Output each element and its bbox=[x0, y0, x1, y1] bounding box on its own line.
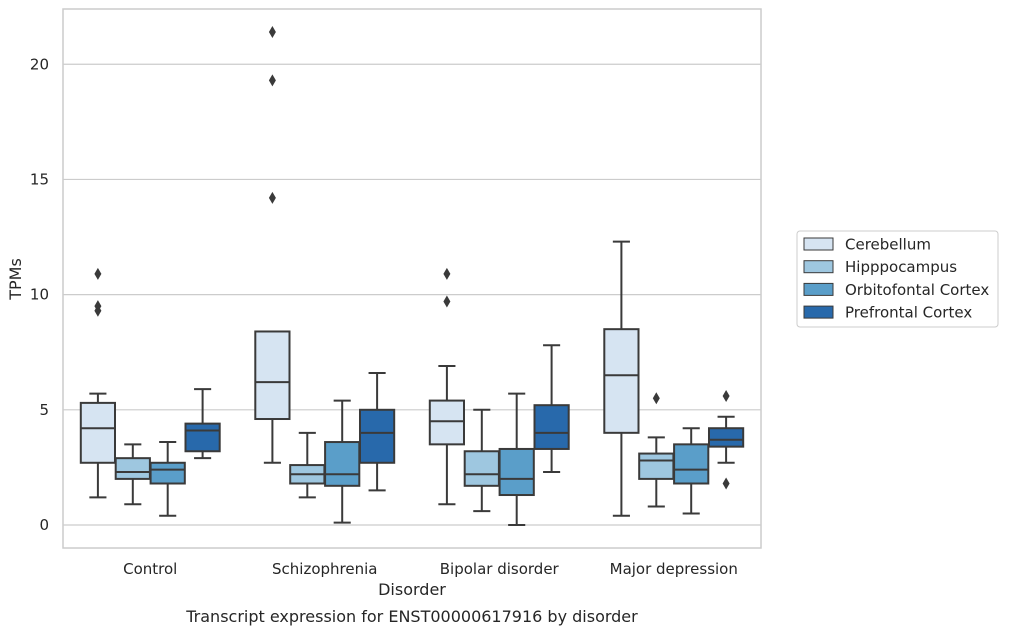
box-plot bbox=[114, 443, 151, 506]
x-tick-labels: Control Schizophrenia Bipolar disorder Majo… bbox=[123, 560, 738, 578]
box-iqr bbox=[149, 461, 186, 485]
box-plot bbox=[707, 389, 745, 490]
outlier-point bbox=[268, 74, 276, 87]
box-plot bbox=[498, 392, 535, 526]
legend-frame bbox=[796, 230, 999, 328]
box-plot bbox=[324, 399, 361, 524]
x-axis-label: Disorder bbox=[378, 580, 446, 599]
box-plot bbox=[289, 431, 326, 499]
box-iqr bbox=[533, 404, 570, 450]
box-iqr bbox=[463, 450, 500, 487]
gridlines bbox=[63, 63, 761, 526]
box-iqr bbox=[673, 443, 710, 485]
y-tick-label: 0 bbox=[39, 516, 49, 534]
outlier-point bbox=[722, 477, 730, 490]
y-tick-labels: 0 5 10 15 20 bbox=[30, 55, 49, 534]
box-plot bbox=[149, 441, 186, 517]
y-tick-label: 10 bbox=[30, 286, 49, 304]
box-plot bbox=[673, 427, 710, 515]
legend-label: Cerebellum bbox=[845, 236, 931, 254]
box-plot bbox=[428, 267, 466, 506]
y-tick-label: 20 bbox=[30, 55, 49, 73]
box-iqr bbox=[254, 330, 291, 421]
box-iqr bbox=[498, 447, 535, 497]
box-plot bbox=[638, 392, 675, 508]
legend-label: Hipppocampus bbox=[845, 258, 957, 276]
outlier-point bbox=[443, 295, 451, 308]
box-plot bbox=[358, 371, 396, 492]
box-iqr bbox=[184, 422, 221, 453]
box-plot bbox=[603, 240, 640, 517]
outlier-point bbox=[268, 191, 276, 204]
y-tick-label: 15 bbox=[30, 170, 49, 188]
x-tick-label: Bipolar disorder bbox=[440, 560, 560, 578]
box-plot bbox=[533, 344, 570, 473]
box-plot bbox=[254, 26, 291, 464]
x-tick-label: Major depression bbox=[610, 560, 738, 578]
box-iqr bbox=[324, 441, 361, 487]
outlier-point bbox=[722, 389, 730, 402]
box-plot bbox=[463, 408, 500, 513]
legend-label: Prefrontal Cortex bbox=[845, 304, 972, 322]
box-iqr bbox=[358, 408, 396, 464]
box-iqr bbox=[79, 401, 117, 464]
box-iqr bbox=[603, 328, 640, 434]
legend-swatch bbox=[803, 305, 834, 319]
legend: Cerebellum Hipppocampus Orbitofontal Corte… bbox=[796, 230, 999, 328]
outlier-point bbox=[94, 304, 102, 317]
y-tick-label: 5 bbox=[39, 401, 49, 419]
box-iqr bbox=[114, 457, 151, 480]
legend-label: Orbitofontal Cortex bbox=[845, 281, 989, 299]
box-plot bbox=[184, 388, 221, 460]
box-iqr bbox=[707, 427, 745, 448]
outlier-point bbox=[443, 267, 451, 280]
box-iqr bbox=[428, 399, 466, 446]
legend-swatch bbox=[803, 237, 834, 251]
plot-frame bbox=[62, 8, 762, 549]
chart-caption: Transcript expression for ENST0000061791… bbox=[185, 607, 638, 626]
legend-swatch bbox=[803, 282, 834, 296]
box-plot bbox=[79, 267, 117, 499]
outlier-point bbox=[94, 267, 102, 280]
outlier-point bbox=[268, 26, 276, 39]
box-iqr bbox=[638, 452, 675, 480]
y-axis-label: TPMs bbox=[6, 258, 25, 301]
legend-swatch bbox=[803, 260, 834, 274]
outlier-point bbox=[652, 392, 660, 405]
x-tick-label: Control bbox=[123, 560, 177, 578]
x-tick-label: Schizophrenia bbox=[272, 560, 377, 578]
box-layer bbox=[79, 26, 745, 526]
